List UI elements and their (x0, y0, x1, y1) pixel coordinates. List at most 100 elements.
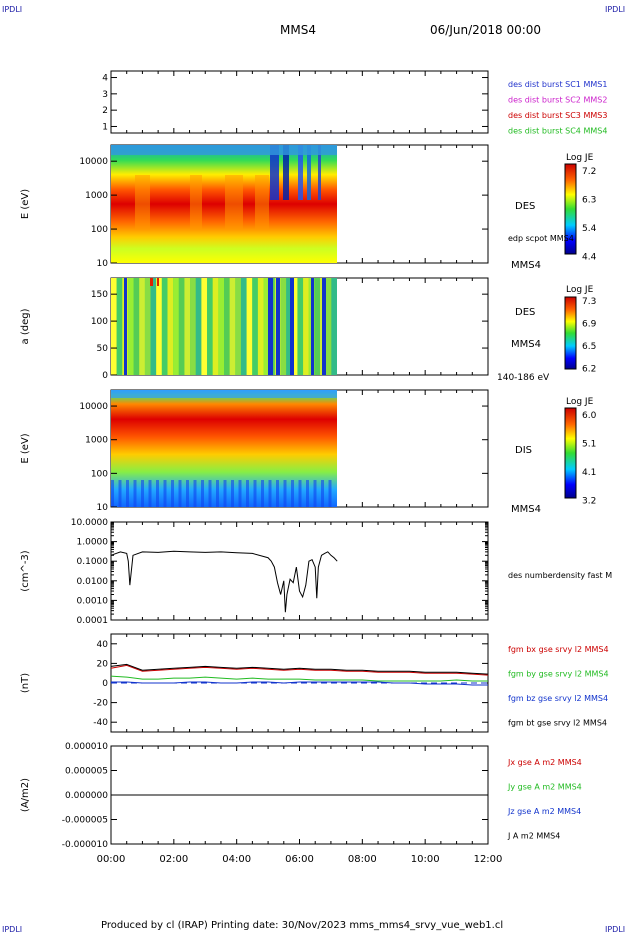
current-axis-tick-label: 0.000000 (65, 791, 108, 801)
des-pitch-colorbar-tick: 6.5 (582, 342, 596, 352)
des-energy-sc-label: MMS4 (511, 260, 541, 271)
dis-energy-axis-tick-label: 100 (91, 469, 108, 479)
density-axis-tick-label: 0.0100 (77, 577, 109, 587)
page-date: 06/Jun/2018 00:00 (430, 23, 541, 37)
des-energy-colorbar-tick: 7.2 (582, 167, 596, 177)
des-pitch-hot (157, 278, 159, 286)
des-energy-axis-tick-label: 10 (97, 259, 109, 269)
des-pitch-column (314, 278, 321, 375)
bfield-line-3 (111, 681, 488, 686)
corner-label-bottom-left: IPDLI (2, 925, 22, 934)
dis-energy-label: DIS (515, 445, 532, 456)
des-pitch-axis-tick-label: 50 (97, 344, 109, 354)
des-pitch-column (325, 278, 332, 375)
dis-energy-speckle (268, 480, 272, 507)
dis-energy-speckle (201, 480, 204, 507)
dis-energy-speckle (246, 480, 249, 507)
des-energy-colorbar-tick: 5.4 (582, 224, 597, 234)
des-energy-dropout (318, 145, 321, 200)
des-pitch-dropout (322, 278, 326, 375)
des-pitch-column (161, 278, 168, 375)
density-line (110, 550, 338, 613)
des-pitch-colorbar-tick: 6.2 (582, 365, 596, 375)
des-pitch-column (224, 278, 230, 375)
density-legend: des numberdensity fast M (508, 571, 612, 580)
dis-energy-speckle (216, 480, 219, 507)
des-energy-band (135, 175, 150, 230)
density-axis-tick-label: 0.0010 (77, 596, 109, 606)
corner-label-top-left: IPDLI (2, 5, 22, 14)
dis-energy-speckle (231, 480, 234, 507)
des-pitch-column (190, 278, 196, 375)
corner-label-top-right: IPDLI (605, 5, 625, 14)
des-pitch-column (286, 278, 292, 375)
des-energy-axis-tick-label: 100 (91, 225, 108, 235)
des-energy-dropout (307, 145, 311, 200)
des-energy-dropout (298, 145, 303, 200)
dis-energy-speckle (223, 480, 227, 507)
des-energy-band (225, 175, 243, 230)
des-pitch-column (150, 278, 157, 375)
bfield-legend-1: fgm bx gse srvy l2 MMS4 (508, 645, 609, 654)
page-title: MMS4 (280, 23, 316, 37)
dis-energy-speckle (208, 480, 212, 507)
burst-axis-tick-label: 3 (102, 90, 108, 100)
dis-energy-speckle (148, 480, 152, 507)
bfield-axis-tick-label: -40 (93, 718, 108, 728)
current-legend-4: J A m2 MMS4 (507, 832, 560, 841)
dis-energy-speckle (163, 480, 167, 507)
dis-energy-colorbar-title: Log JE (566, 397, 594, 407)
des-pitch-dropout (290, 278, 294, 375)
des-pitch-colorbar-tick: 7.3 (582, 297, 596, 307)
des-pitch-column (156, 278, 162, 375)
des-pitch-column (133, 278, 140, 375)
x-tick-label: 02:00 (159, 854, 188, 865)
bfield-axis-tick-label: 0 (102, 679, 108, 689)
dis-energy-colorbar-tick: 4.1 (582, 468, 596, 478)
dis-energy-speckle (328, 480, 332, 507)
current-axis-tick-label: -0.000005 (62, 816, 108, 826)
des-pitch-column (139, 278, 145, 375)
bfield-legend-4: fgm bt gse srvy l2 MMS4 (508, 719, 607, 728)
dis-energy-speckle (306, 480, 309, 507)
des-pitch-colorbar-title: Log JE (566, 285, 594, 295)
des-pitch-column (178, 278, 185, 375)
burst-axis-tick-label: 4 (102, 74, 108, 84)
des-pitch-colorbar (564, 296, 577, 370)
des-energy-colorbar (564, 163, 577, 255)
bfield-legend-2: fgm by gse srvy l2 MMS4 (508, 670, 609, 679)
legend-burst-3: des dist burst SC3 MMS3 (508, 111, 607, 120)
des-energy-top-band (111, 145, 337, 155)
dis-energy-axis-tick-label: 10 (97, 503, 109, 513)
des-pitch-label: DES (515, 307, 535, 318)
des-energy-band (255, 175, 269, 230)
des-pitch-dropout (124, 278, 127, 375)
bfield-axis-tick-label: -20 (93, 699, 108, 709)
des-pitch-sc-label: MMS4 (511, 339, 541, 350)
des-pitch-column (212, 278, 219, 375)
current-legend-1: Jx gse A m2 MMS4 (507, 758, 582, 767)
density-axis-tick-label: 10.0000 (71, 518, 108, 528)
x-tick-label: 00:00 (97, 854, 126, 865)
des-pitch-column (280, 278, 287, 375)
dis-energy-colorbar (564, 407, 577, 499)
panel-frame-1 (110, 70, 489, 134)
dis-energy-speckle (178, 480, 182, 507)
dis-energy-speckle (313, 480, 317, 507)
des-pitch-column (144, 278, 151, 375)
des-energy-axis-tick-label: 1000 (85, 191, 108, 201)
current-axis-tick-label: 0.000010 (65, 742, 108, 752)
density-axis-tick-label: 0.0001 (77, 616, 109, 626)
current-legend-3: Jz gse A m2 MMS4 (507, 807, 581, 816)
current-axis-tick-label: 0.000005 (65, 767, 108, 777)
bfield-line-2 (110, 675, 488, 682)
dis-energy-speckle (171, 480, 174, 507)
des-pitch-column (184, 278, 191, 375)
dis-energy-axis-tick-label: 1000 (85, 436, 108, 446)
dis-energy-speckle (321, 480, 324, 507)
bfield-ylabel: (nT) (20, 673, 31, 693)
des-pitch-axis-tick-label: 150 (91, 290, 108, 300)
des-energy-colorbar-tick: 4.4 (582, 253, 597, 263)
dis-energy-speckle (156, 480, 159, 507)
des-pitch-column (116, 278, 123, 375)
